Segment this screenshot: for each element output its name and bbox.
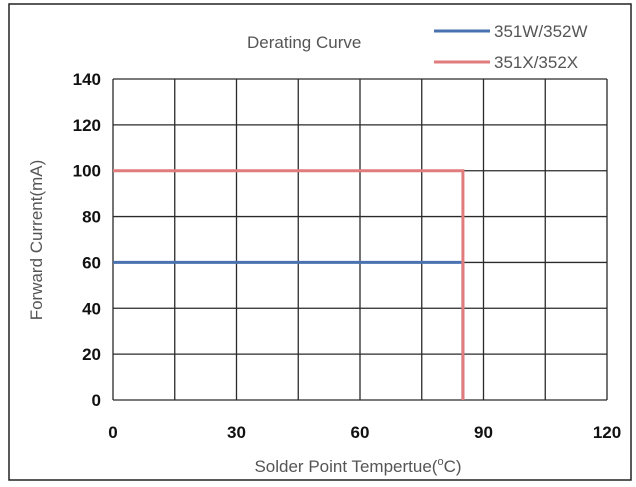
legend-label-351x-352x: 351X/352X xyxy=(494,53,578,72)
x-tick-label: 60 xyxy=(351,423,370,442)
x-tick-label: 0 xyxy=(108,423,117,442)
y-tick-label: 100 xyxy=(73,162,101,181)
x-tick-label: 90 xyxy=(474,423,493,442)
y-axis-title: Forward Current(mA) xyxy=(27,160,46,321)
legend: 351W/352W 351X/352X xyxy=(434,22,588,72)
y-tick-label: 120 xyxy=(73,116,101,135)
x-axis-title: Solder Point Tempertue(oC) xyxy=(254,456,461,476)
y-tick-label: 140 xyxy=(73,70,101,89)
series-line-351x-352x xyxy=(113,169,465,400)
x-axis-title-prefix: Solder Point Tempertue( xyxy=(254,457,437,476)
y-tick-label: 20 xyxy=(82,345,101,364)
chart-border xyxy=(8,3,632,481)
x-tick-labels: 0 30 60 90 120 xyxy=(108,423,621,442)
x-tick-label: 30 xyxy=(227,423,246,442)
y-tick-labels: 0 20 40 60 80 100 120 140 xyxy=(73,70,101,410)
y-tick-label: 80 xyxy=(82,208,101,227)
series-lines xyxy=(113,169,465,400)
x-tick-label: 120 xyxy=(593,423,621,442)
x-axis-title-degree: o xyxy=(437,456,443,468)
chart-title: Derating Curve xyxy=(247,33,361,52)
x-axis-title-suffix: C) xyxy=(444,457,462,476)
y-tick-label: 60 xyxy=(82,253,101,272)
y-tick-label: 0 xyxy=(92,391,101,410)
legend-label-351w-352w: 351W/352W xyxy=(494,22,588,41)
y-tick-label: 40 xyxy=(82,299,101,318)
